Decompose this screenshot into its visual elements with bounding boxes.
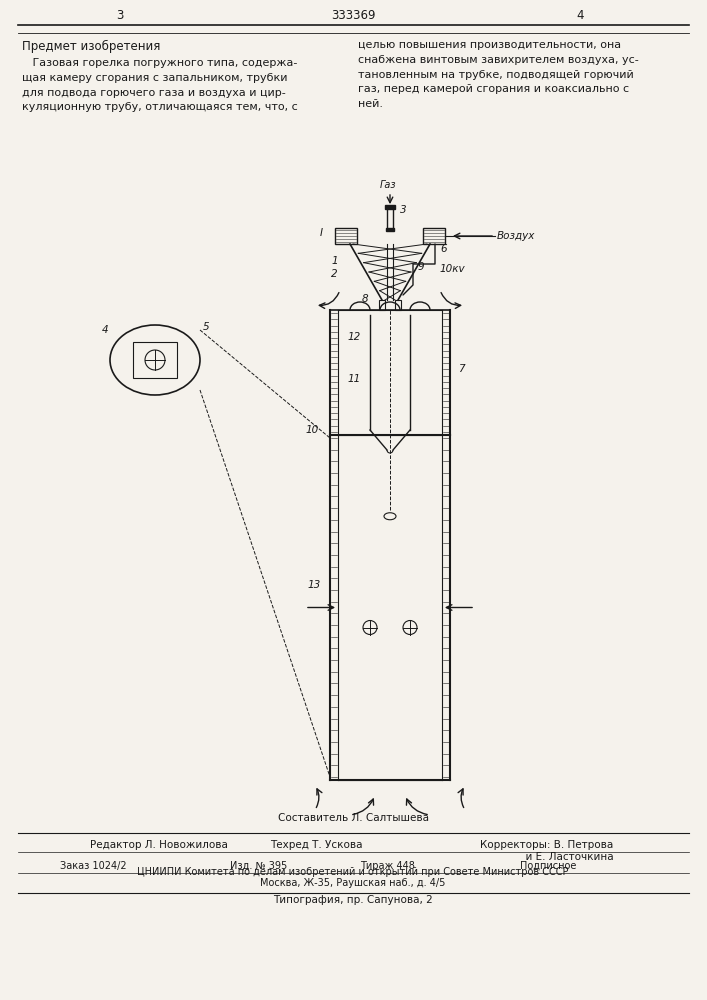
Text: 8: 8 xyxy=(362,294,368,304)
Text: 3: 3 xyxy=(117,9,124,22)
Text: Техред Т. Ускова: Техред Т. Ускова xyxy=(270,840,363,850)
Bar xyxy=(385,205,395,209)
Text: I: I xyxy=(320,228,323,238)
Text: Предмет изобретения: Предмет изобретения xyxy=(22,40,160,53)
Text: и Е. Ласточкина: и Е. Ласточкина xyxy=(480,852,614,862)
Text: 5: 5 xyxy=(203,322,209,332)
Text: 2: 2 xyxy=(332,269,338,279)
Text: Газовая горелка погружного типа, содержа-
щая камеру сгорания с запальником, тру: Газовая горелка погружного типа, содержа… xyxy=(22,58,298,112)
Text: 12: 12 xyxy=(348,332,361,342)
Text: 6: 6 xyxy=(440,244,447,254)
Text: ЦНИИПИ Комитета по делам изобретений и открытий при Совете Министров СССР: ЦНИИПИ Комитета по делам изобретений и о… xyxy=(137,867,568,877)
Bar xyxy=(386,228,394,231)
Bar xyxy=(379,300,385,310)
Text: 4: 4 xyxy=(102,325,109,335)
Text: 1: 1 xyxy=(332,256,338,266)
Bar xyxy=(335,228,357,244)
Text: 9: 9 xyxy=(418,261,425,271)
Text: Редактор Л. Новожилова: Редактор Л. Новожилова xyxy=(90,840,228,850)
Text: 7: 7 xyxy=(458,364,464,374)
Text: Корректоры: В. Петрова: Корректоры: В. Петрова xyxy=(480,840,613,850)
Bar xyxy=(133,342,177,378)
Text: 11: 11 xyxy=(348,374,361,384)
Text: Москва, Ж-35, Раушская наб., д. 4/5: Москва, Ж-35, Раушская наб., д. 4/5 xyxy=(260,878,445,888)
Text: Составитель Л. Салтышева: Составитель Л. Салтышева xyxy=(278,813,428,823)
Text: Заказ 1024/2: Заказ 1024/2 xyxy=(60,861,127,871)
Text: 10кv: 10кv xyxy=(440,264,466,274)
Text: Подписное: Подписное xyxy=(520,861,576,871)
Text: 13: 13 xyxy=(308,580,321,589)
Bar xyxy=(395,300,401,310)
Text: 10: 10 xyxy=(305,425,318,435)
Bar xyxy=(423,228,445,244)
Text: 3: 3 xyxy=(400,205,407,215)
Text: 333369: 333369 xyxy=(331,9,375,22)
Text: Типография, пр. Сапунова, 2: Типография, пр. Сапунова, 2 xyxy=(273,895,433,905)
Text: Тираж 448: Тираж 448 xyxy=(360,861,415,871)
Text: Изд. № 395: Изд. № 395 xyxy=(230,861,287,871)
Text: Газ: Газ xyxy=(380,180,396,190)
Text: Воздух: Воздух xyxy=(497,231,535,241)
Text: целью повышения производительности, она
снабжена винтовым завихрителем воздуха, : целью повышения производительности, она … xyxy=(358,40,638,109)
Text: 4: 4 xyxy=(576,9,584,22)
